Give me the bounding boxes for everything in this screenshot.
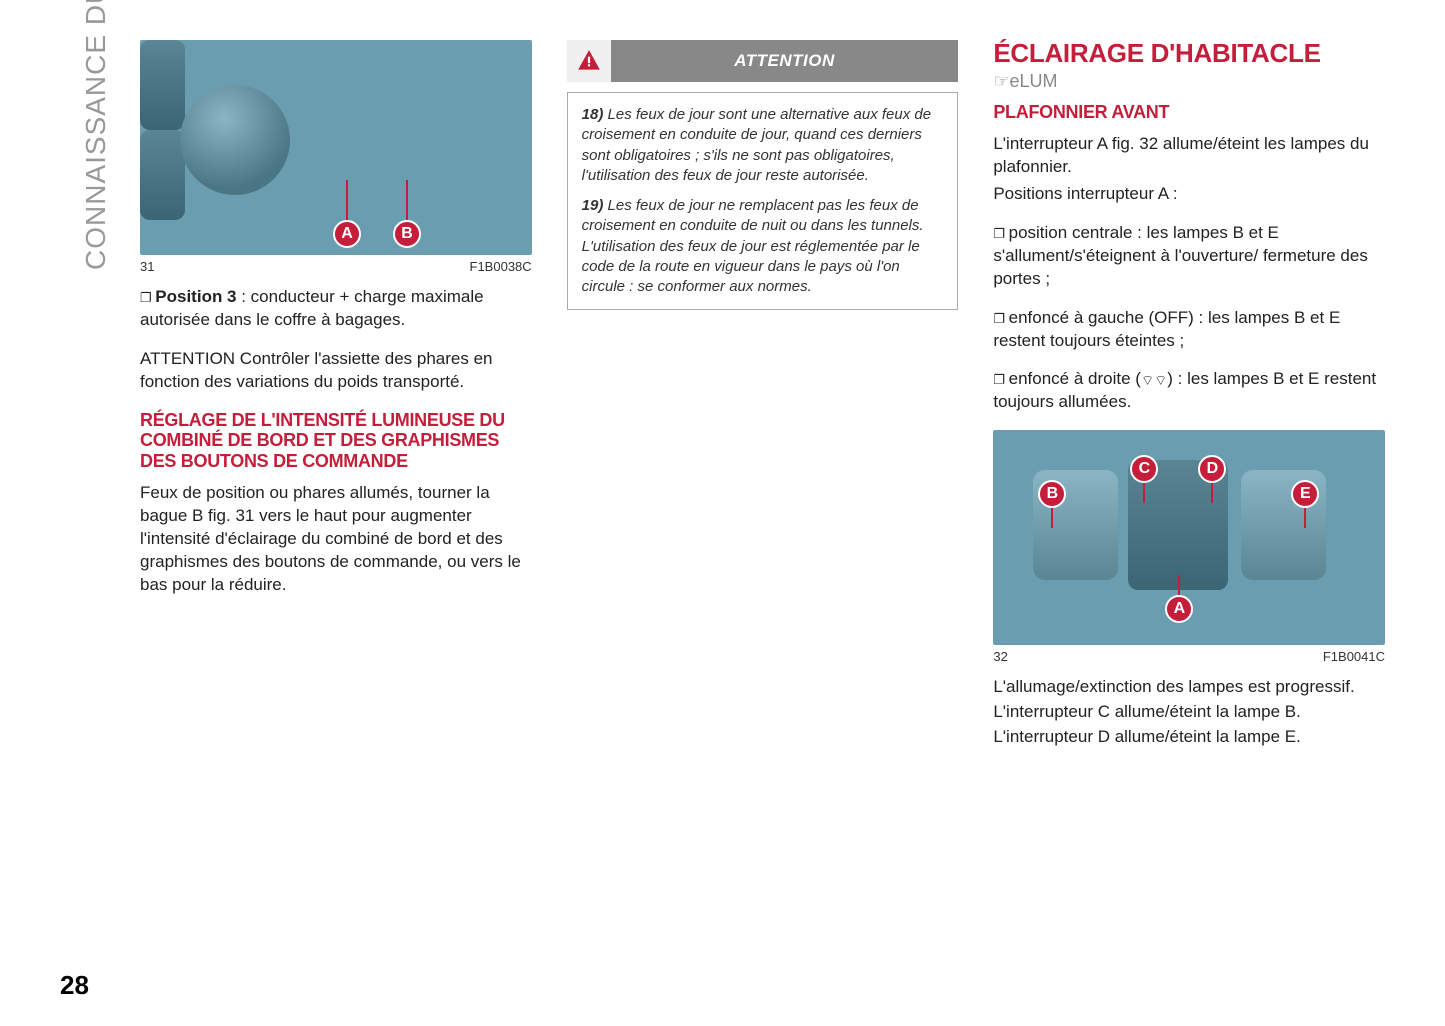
after-1: L'allumage/extinction des lampes est pro… [993,676,1385,699]
after-3: L'interrupteur D allume/éteint la lampe … [993,726,1385,749]
marker-line-a [346,180,348,225]
figure-31: A B [140,40,532,255]
figure-32-code: F1B0041C [1323,649,1385,664]
thumbwheel-b [140,130,185,220]
bullet-gauche-text: enfoncé à gauche (OFF) : les lampes B et… [993,308,1340,350]
figure-32: B C D E A [993,430,1385,645]
after-2: L'interrupteur C allume/éteint la lampe … [993,701,1385,724]
thumbwheel-a [140,40,185,130]
figure-32-num: 32 [993,649,1007,664]
marker-a2: A [1165,595,1193,623]
marker-a: A [333,220,361,248]
heading-plafonnier: PLAFONNIER AVANT [993,102,1385,123]
bullet-icon [993,308,1008,327]
elum-text: eLUM [1009,71,1057,91]
dial-main [180,85,290,195]
side-title: CONNAISSANCE DU VÉHICULE [80,0,112,270]
column-1: A B 31 F1B0038C Position 3 : conducteur … [140,40,532,765]
bullet-icon [993,223,1008,242]
attention-label: ATTENTION [611,51,959,71]
position-3-paragraph: Position 3 : conducteur + charge maximal… [140,286,532,332]
note-19-text: Les feux de jour ne remplacent pas les f… [582,197,924,295]
note-18-num: 18) [582,106,604,123]
figure-31-num: 31 [140,259,154,274]
bullet-droite: enfoncé à droite (⌔⌔) : les lampes B et … [993,368,1385,414]
marker-line-b [406,180,408,225]
hand-icon: ☞ [993,71,1009,91]
marker-line-e2 [1304,508,1306,528]
reglage-body: Feux de position ou phares allumés, tour… [140,482,532,597]
heading-eclairage: ÉCLAIRAGE D'HABITACLE [993,40,1385,67]
marker-line-d2 [1211,483,1213,503]
light-icon: ⌔⌔ [1141,371,1167,390]
position-3-label: Position 3 [155,287,236,306]
marker-b: B [393,220,421,248]
note-19: 19) Les feux de jour ne remplacent pas l… [582,196,944,297]
bullet-icon [140,287,155,306]
warning-icon [567,40,611,82]
marker-line-b2 [1051,508,1053,528]
content-columns: A B 31 F1B0038C Position 3 : conducteur … [140,40,1385,765]
note-18-text: Les feux de jour sont une alternative au… [582,106,931,184]
plafonnier-intro: L'interrupteur A fig. 32 allume/éteint l… [993,133,1385,179]
marker-line-a2 [1178,575,1180,595]
bullet-centrale: position centrale : les lampes B et E s'… [993,222,1385,291]
bullet-icon [993,369,1008,388]
positions-label: Positions interrupteur A : [993,183,1385,206]
heading-reglage: RÉGLAGE DE L'INTENSITÉ LUMINEUSE DU COMB… [140,410,532,472]
attention-box: 18) Les feux de jour sont une alternativ… [567,92,959,310]
figure-32-caption: 32 F1B0041C [993,649,1385,664]
bullet-droite-text-a: enfoncé à droite ( [1009,369,1141,388]
figure-31-code: F1B0038C [470,259,532,274]
note-19-num: 19) [582,197,604,214]
note-18: 18) Les feux de jour sont une alternativ… [582,105,944,186]
column-2: ATTENTION 18) Les feux de jour sont une … [567,40,959,765]
bullet-gauche: enfoncé à gauche (OFF) : les lampes B et… [993,307,1385,353]
attention-assiette: ATTENTION Contrôler l'assiette des phare… [140,348,532,394]
elum-link: ☞eLUM [993,71,1385,92]
marker-line-c2 [1143,483,1145,503]
column-3: ÉCLAIRAGE D'HABITACLE ☞eLUM PLAFONNIER A… [993,40,1385,765]
page-number: 28 [60,970,89,1001]
attention-bar: ATTENTION [567,40,959,82]
bullet-centrale-text: position centrale : les lampes B et E s'… [993,223,1368,288]
figure-31-caption: 31 F1B0038C [140,259,532,274]
